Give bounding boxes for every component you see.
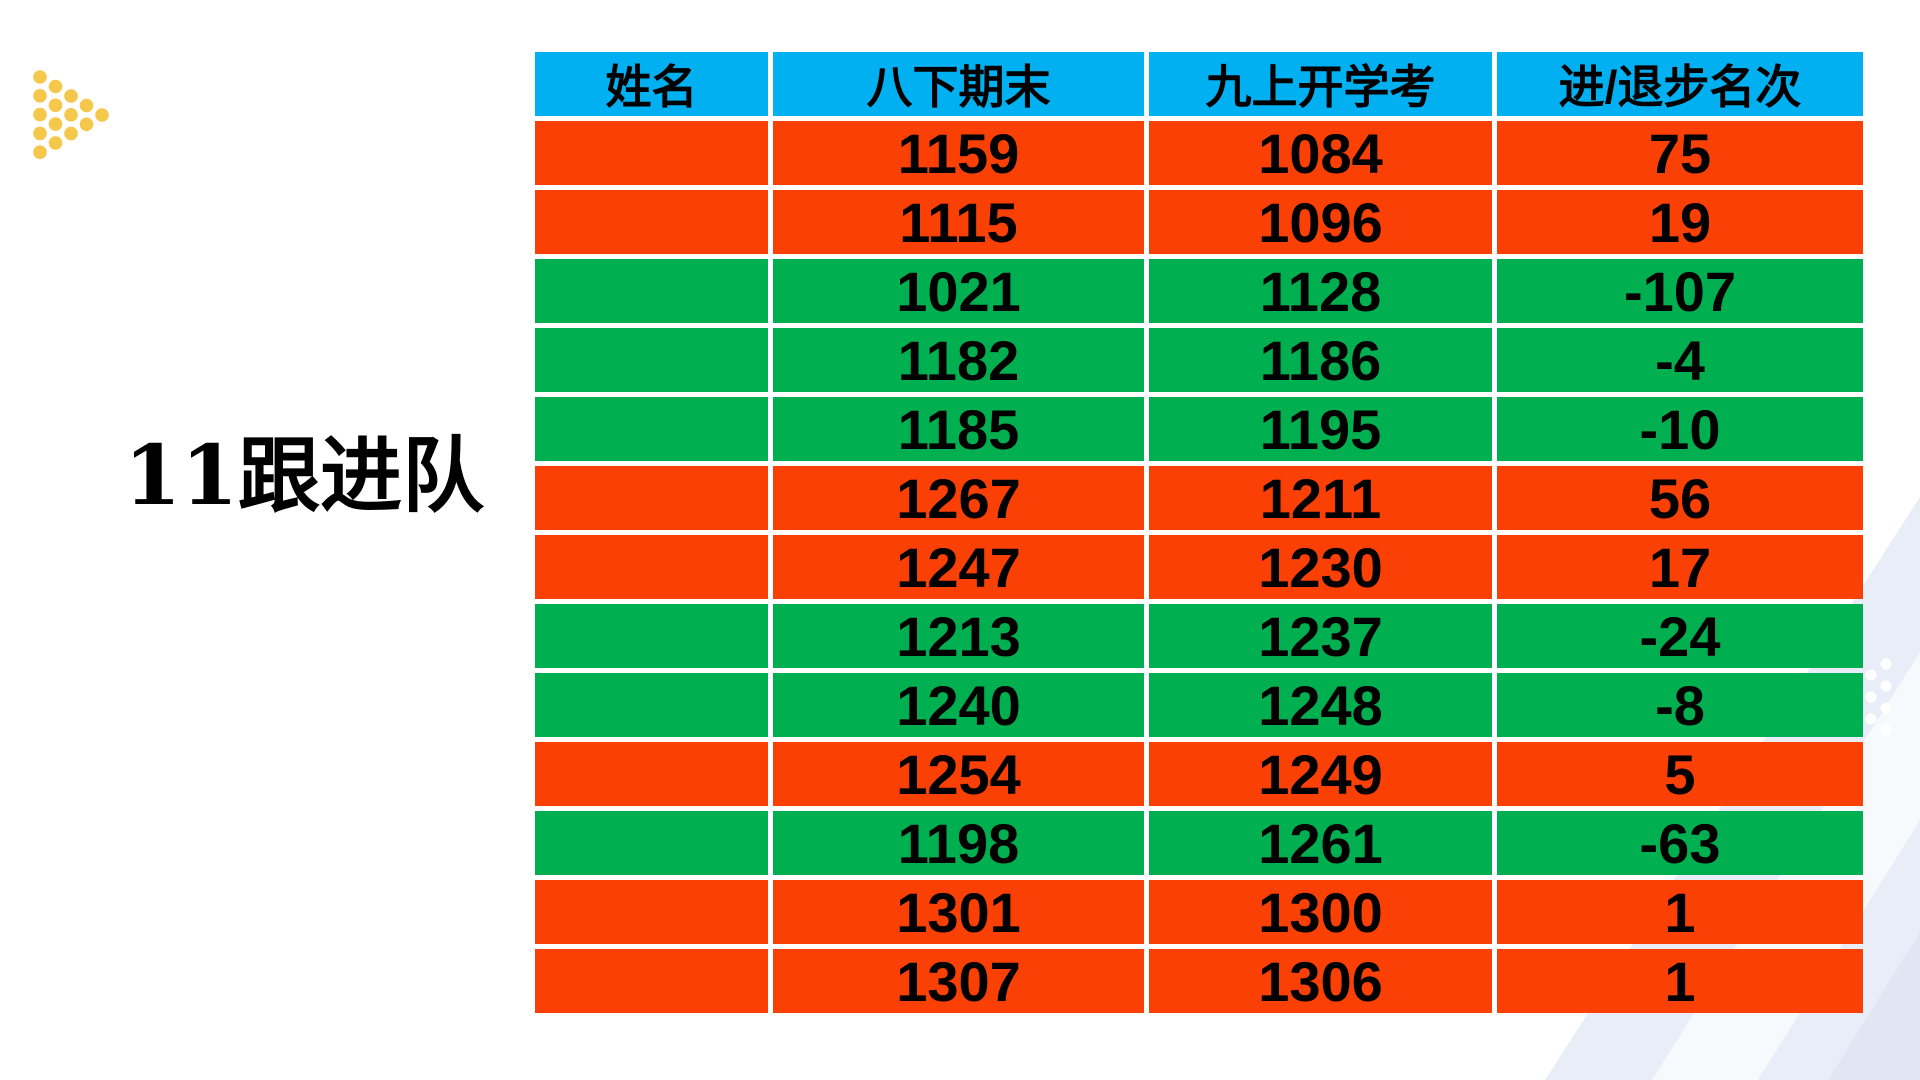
cell-final-g8: 1021	[773, 259, 1144, 323]
cell-final-g8: 1159	[773, 121, 1144, 185]
cell-rank-change: -8	[1497, 673, 1863, 737]
cell-start-g9: 1084	[1149, 121, 1492, 185]
cell-name	[535, 673, 768, 737]
cell-rank-change: -63	[1497, 811, 1863, 875]
cell-name	[535, 811, 768, 875]
cell-start-g9: 1306	[1149, 949, 1492, 1013]
yellow-dot	[33, 107, 47, 122]
cell-name	[535, 742, 768, 806]
yellow-dot	[48, 117, 63, 131]
cell-start-g9: 1128	[1149, 259, 1492, 323]
cell-name	[535, 949, 768, 1013]
white-dot	[1865, 713, 1877, 725]
cell-rank-change: 17	[1497, 535, 1863, 599]
cell-final-g8: 1267	[773, 466, 1144, 530]
white-dot	[1880, 724, 1892, 736]
cell-start-g9: 1211	[1149, 466, 1492, 530]
cell-start-g9: 1230	[1149, 535, 1492, 599]
cell-start-g9: 1237	[1149, 604, 1492, 668]
column-header-final-g8: 八下期末	[773, 52, 1144, 116]
cell-rank-change: -4	[1497, 328, 1863, 392]
cell-start-g9: 1195	[1149, 397, 1492, 461]
yellow-dot	[64, 126, 78, 141]
cell-name	[535, 397, 768, 461]
cell-final-g8: 1254	[773, 742, 1144, 806]
yellow-dot	[79, 117, 94, 132]
cell-name	[535, 535, 768, 599]
cell-start-g9: 1300	[1149, 880, 1492, 944]
column-header-start-g9: 九上开学考	[1149, 52, 1492, 116]
cell-final-g8: 1198	[773, 811, 1144, 875]
white-dot	[1880, 702, 1892, 714]
cell-rank-change: 1	[1497, 949, 1863, 1013]
cell-start-g9: 1186	[1149, 328, 1492, 392]
column-header-rank-change: 进/退步名次	[1497, 52, 1863, 116]
yellow-dot	[48, 98, 63, 113]
white-dot	[1880, 658, 1892, 670]
cell-start-g9: 1248	[1149, 673, 1492, 737]
cell-rank-change: -10	[1497, 397, 1863, 461]
yellow-dot	[95, 108, 109, 122]
cell-start-g9: 1261	[1149, 811, 1492, 875]
white-dot	[1865, 669, 1877, 681]
yellow-dot	[79, 98, 94, 113]
yellow-dot	[48, 79, 63, 94]
cell-final-g8: 1182	[773, 328, 1144, 392]
white-dot	[1880, 680, 1892, 692]
cell-name	[535, 466, 768, 530]
yellow-dot	[33, 126, 47, 141]
cell-rank-change: 5	[1497, 742, 1863, 806]
cell-start-g9: 1096	[1149, 190, 1492, 254]
cell-rank-change: -24	[1497, 604, 1863, 668]
rank-tracking-table: 姓名 八下期末 九上开学考 进/退步名次 1159 1084 75 1115 1096 19 102…	[535, 52, 1863, 1013]
cell-rank-change: -107	[1497, 259, 1863, 323]
cell-rank-change: 56	[1497, 466, 1863, 530]
yellow-dot	[64, 108, 78, 122]
cell-name	[535, 121, 768, 185]
yellow-dot	[48, 136, 63, 150]
slide-title: 11跟进队	[123, 427, 485, 524]
yellow-dot	[33, 89, 47, 103]
cell-rank-change: 19	[1497, 190, 1863, 254]
cell-rank-change: 75	[1497, 121, 1863, 185]
yellow-dot	[64, 89, 78, 103]
cell-name	[535, 604, 768, 668]
yellow-dot	[33, 70, 47, 84]
cell-final-g8: 1301	[773, 880, 1144, 944]
cell-final-g8: 1115	[773, 190, 1144, 254]
cell-rank-change: 1	[1497, 880, 1863, 944]
cell-final-g8: 1240	[773, 673, 1144, 737]
cell-start-g9: 1249	[1149, 742, 1492, 806]
column-header-name: 姓名	[535, 52, 768, 116]
white-dot	[1865, 691, 1877, 703]
cell-final-g8: 1213	[773, 604, 1144, 668]
yellow-dot	[33, 145, 47, 159]
cell-final-g8: 1307	[773, 949, 1144, 1013]
cell-name	[535, 259, 768, 323]
cell-final-g8: 1185	[773, 397, 1144, 461]
cell-final-g8: 1247	[773, 535, 1144, 599]
cell-name	[535, 880, 768, 944]
cell-name	[535, 190, 768, 254]
cell-name	[535, 328, 768, 392]
